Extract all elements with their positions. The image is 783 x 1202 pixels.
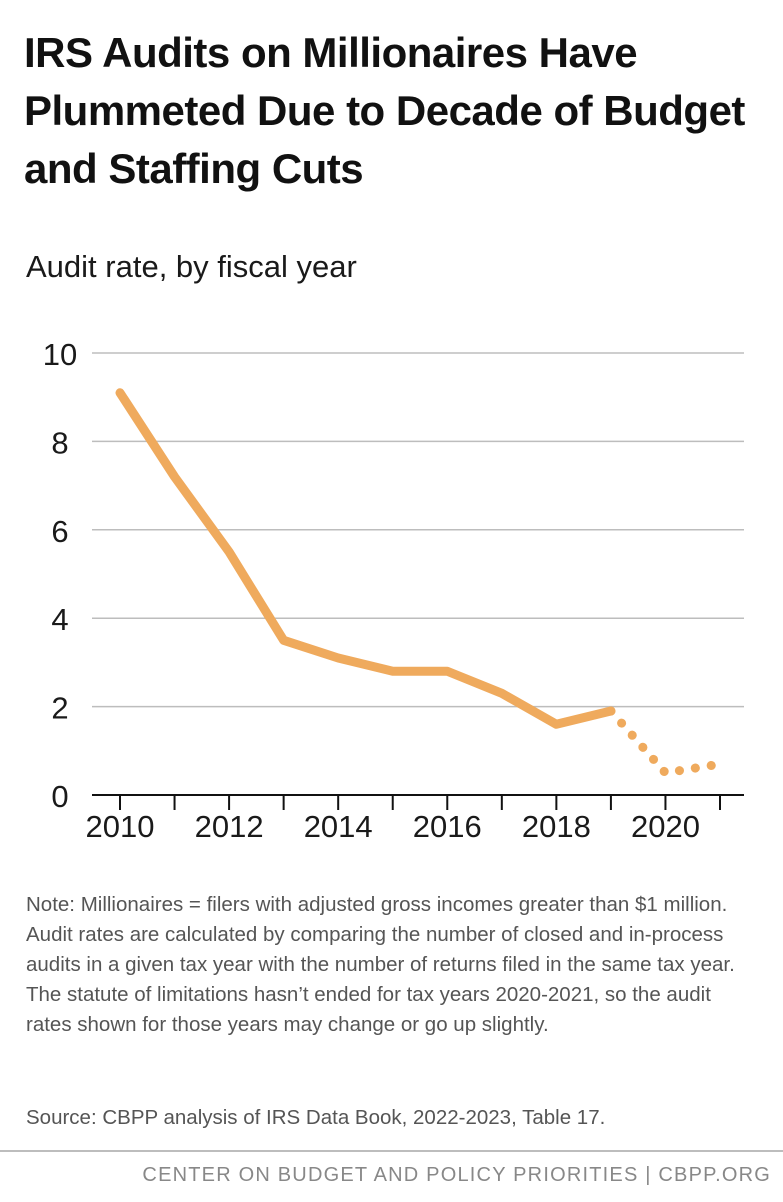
chart-subtitle: Audit rate, by fiscal year: [26, 249, 357, 284]
chart-source: Source: CBPP analysis of IRS Data Book, …: [26, 1106, 606, 1129]
y-tick-label: 0: [51, 779, 68, 814]
y-tick-label: 6: [51, 514, 68, 549]
chart-title: IRS Audits on Millionaires Have Plummete…: [24, 29, 745, 192]
footer: CENTER ON BUDGET AND POLICY PRIORITIES |…: [0, 1150, 783, 1202]
series-line-solid: [115, 388, 616, 729]
x-tick-label: 2010: [86, 809, 155, 844]
chart-note: Note: Millionaires = filers with adjuste…: [26, 893, 735, 1036]
y-tick-label: 10: [43, 337, 77, 372]
y-tick-label: 4: [51, 602, 68, 637]
series-line-dotted: [606, 706, 725, 778]
x-tick-label: 2018: [522, 809, 591, 844]
y-tick-label: 8: [51, 425, 68, 460]
x-tick-label: 2020: [631, 809, 700, 844]
footer-credit: CENTER ON BUDGET AND POLICY PRIORITIES |…: [142, 1164, 771, 1186]
line-chart: 0 2 4 6 8 10 2010 2012 2014 2016 2018 2020: [43, 337, 744, 844]
x-tick-label: 2016: [413, 809, 482, 844]
x-tick-label: 2014: [304, 809, 373, 844]
x-tick-label: 2012: [195, 809, 264, 844]
y-tick-label: 2: [51, 691, 68, 726]
